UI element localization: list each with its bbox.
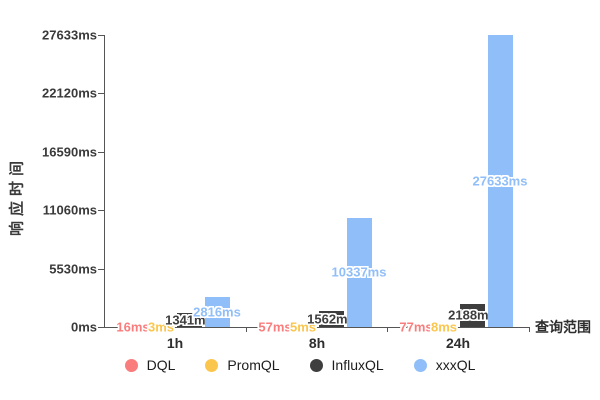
y-tick-mark <box>98 151 104 153</box>
legend-swatch-icon <box>124 358 138 372</box>
y-tick-label: 11060ms <box>42 202 97 218</box>
y-tick-mark <box>98 93 104 95</box>
y-axis-title: 响应时间 <box>8 155 26 237</box>
bar-xxxQL-1h[interactable] <box>204 297 230 327</box>
legend-item-DQL[interactable]: DQL <box>124 357 176 373</box>
bar-value-label-xxxQL-1h: 2816ms <box>193 304 241 320</box>
y-tick-label: 0ms <box>70 319 97 335</box>
legend-swatch-icon <box>309 358 323 372</box>
bar-xxxQL-24h[interactable] <box>487 35 513 327</box>
legend-swatch-icon <box>413 358 427 372</box>
bar-DQL-24h[interactable] <box>403 326 429 327</box>
bar-InfluxQL-1h[interactable] <box>176 312 202 327</box>
y-tick-label: 16590ms <box>42 144 97 160</box>
bar-xxxQL-8h[interactable] <box>346 217 372 327</box>
bar-value-label-DQL-8h: 57ms <box>258 319 292 335</box>
y-tick-label: 5530ms <box>49 261 97 277</box>
x-category-label-8h: 8h <box>308 335 326 351</box>
bar-value-label-PromQL-8h: 5ms <box>289 319 317 335</box>
bar-value-label-InfluxQL-24h: 2188ms <box>448 307 496 323</box>
legend-label: DQL <box>146 357 176 373</box>
bar-value-label-PromQL-1h: 3ms <box>147 319 175 335</box>
bar-value-label-DQL-24h: 77ms <box>399 319 433 335</box>
y-tick-label: 27633ms <box>42 27 97 43</box>
y-tick-label: 22120ms <box>42 85 97 101</box>
x-axis-title: 查询范围 <box>535 319 591 335</box>
x-tick-mark <box>528 327 530 332</box>
bar-value-label-DQL-1h: 16ms <box>116 319 150 335</box>
x-tick-mark <box>387 327 389 332</box>
bar-value-label-xxxQL-24h: 27633ms <box>472 173 528 189</box>
bar-InfluxQL-24h[interactable] <box>459 303 485 327</box>
y-tick-mark <box>98 268 104 270</box>
plot-area: 查询范围 0ms 5530ms 11060ms 16590ms 22120ms 27633… <box>42 28 591 352</box>
bar-value-label-xxxQL-8h: 10337ms <box>331 264 387 280</box>
bar-value-label-InfluxQL-1h: 1341ms <box>165 312 213 328</box>
x-tick-mark <box>245 327 247 332</box>
legend-swatch-icon <box>205 358 219 372</box>
x-category-label-24h: 24h <box>445 335 471 351</box>
bar-value-label-InfluxQL-8h: 1562ms <box>307 311 355 327</box>
legend-item-PromQL[interactable]: PromQL <box>205 357 280 373</box>
legend: DQL PromQL InfluxQL xxxQL <box>0 357 600 373</box>
legend-item-InfluxQL[interactable]: InfluxQL <box>309 357 384 373</box>
legend-label: xxxQL <box>435 357 476 373</box>
bar-InfluxQL-8h[interactable] <box>318 310 344 327</box>
x-category-label-1h: 1h <box>166 335 184 351</box>
y-tick-mark <box>98 35 104 36</box>
legend-label: InfluxQL <box>331 357 384 373</box>
y-tick-mark <box>98 327 104 328</box>
legend-item-xxxQL[interactable]: xxxQL <box>413 357 476 373</box>
legend-label: PromQL <box>227 357 280 373</box>
bar-value-label-PromQL-24h: 8ms <box>430 319 458 335</box>
bar-DQL-8h[interactable] <box>262 326 288 327</box>
y-tick-mark <box>98 210 104 212</box>
